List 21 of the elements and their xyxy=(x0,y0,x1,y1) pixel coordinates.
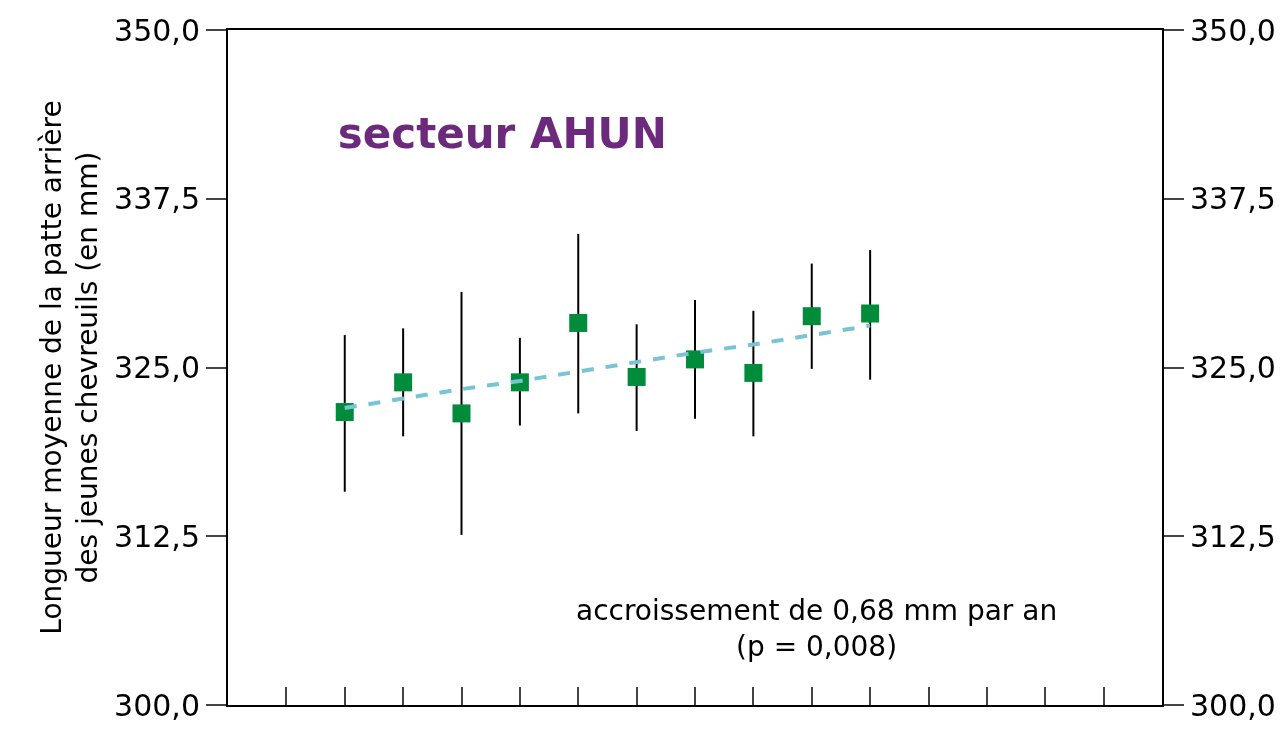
y-axis-title: Longueur moyenne de la patte arrière des jeunes chevreuils (en mm) xyxy=(34,100,105,635)
y2-tick-label: 350,0 xyxy=(1190,12,1276,48)
point xyxy=(569,313,588,332)
y2-tick-label: 337,5 xyxy=(1190,181,1276,217)
y-tick-label: 300,0 xyxy=(114,687,200,723)
y-tick-label: 312,5 xyxy=(114,518,200,554)
y-tick-label: 337,5 xyxy=(114,181,200,217)
point xyxy=(861,304,880,323)
y2-tick-label: 300,0 xyxy=(1190,687,1276,723)
point xyxy=(802,307,821,326)
point xyxy=(744,363,763,382)
y2-tick-label: 312,5 xyxy=(1190,518,1276,554)
annotation: accroissement de 0,68 mm par an (p = 0,008) xyxy=(576,594,1058,664)
point xyxy=(686,350,704,369)
point xyxy=(394,373,413,392)
y-tick-label: 350,0 xyxy=(114,12,200,48)
point xyxy=(627,367,646,386)
y-tick-label: 325,0 xyxy=(114,350,200,385)
text: secteur AHUN xyxy=(337,108,667,158)
y2-tick-label: 325,0 xyxy=(1190,350,1276,385)
point xyxy=(452,404,471,423)
